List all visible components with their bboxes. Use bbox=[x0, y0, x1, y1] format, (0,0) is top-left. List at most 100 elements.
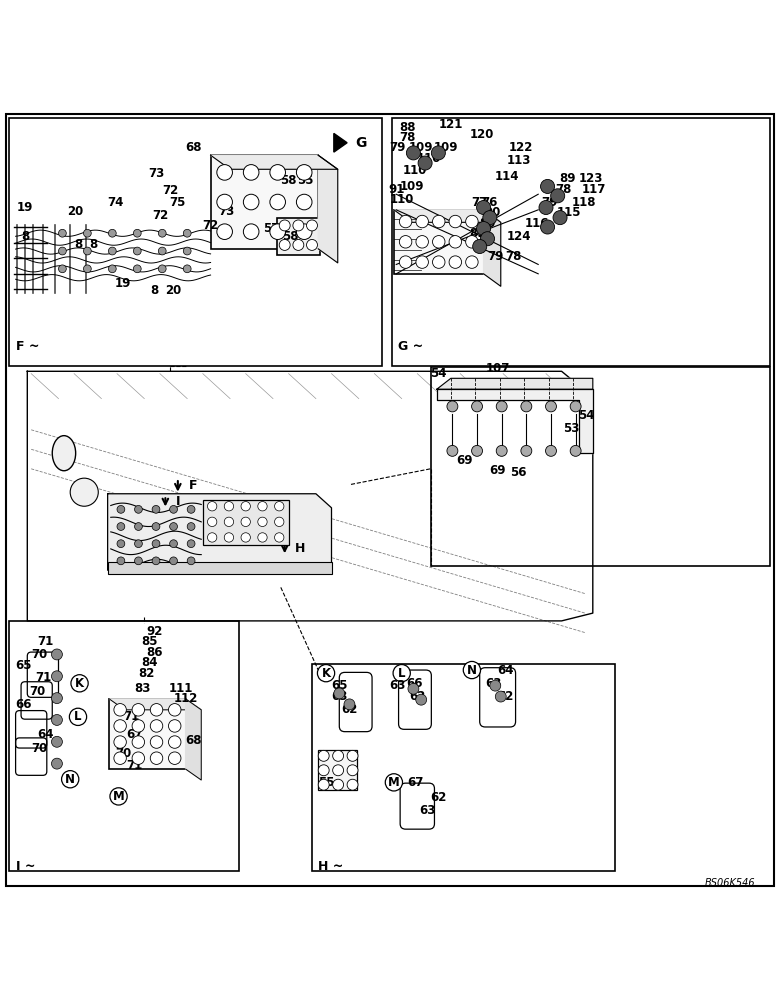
Text: 74: 74 bbox=[108, 196, 123, 209]
Circle shape bbox=[541, 220, 555, 234]
Circle shape bbox=[541, 179, 555, 193]
Polygon shape bbox=[334, 133, 347, 152]
Circle shape bbox=[466, 236, 478, 248]
Circle shape bbox=[521, 445, 532, 456]
Text: 73: 73 bbox=[148, 167, 164, 180]
Circle shape bbox=[551, 189, 565, 203]
Circle shape bbox=[117, 557, 125, 565]
Circle shape bbox=[108, 265, 116, 273]
Circle shape bbox=[51, 693, 62, 704]
Text: 111: 111 bbox=[168, 682, 193, 695]
Circle shape bbox=[114, 736, 126, 748]
Circle shape bbox=[496, 445, 507, 456]
Circle shape bbox=[207, 502, 217, 511]
Circle shape bbox=[134, 505, 142, 513]
Bar bbox=[394, 210, 484, 274]
Text: 71: 71 bbox=[35, 671, 51, 684]
Circle shape bbox=[51, 649, 62, 660]
Text: 110: 110 bbox=[402, 164, 427, 177]
Text: 118: 118 bbox=[571, 196, 596, 209]
Text: 63: 63 bbox=[485, 677, 501, 690]
Circle shape bbox=[472, 401, 483, 412]
Circle shape bbox=[275, 533, 284, 542]
Circle shape bbox=[570, 445, 581, 456]
Circle shape bbox=[496, 401, 507, 412]
Circle shape bbox=[241, 533, 250, 542]
Circle shape bbox=[169, 505, 178, 513]
Text: 66: 66 bbox=[15, 698, 32, 711]
Text: 62: 62 bbox=[410, 690, 425, 703]
Text: 75: 75 bbox=[170, 196, 186, 209]
Bar bbox=[318, 750, 357, 790]
Text: 57: 57 bbox=[264, 222, 279, 235]
Circle shape bbox=[241, 502, 250, 511]
Bar bbox=[431, 367, 770, 566]
Circle shape bbox=[477, 200, 491, 215]
Text: 76: 76 bbox=[482, 196, 498, 209]
Circle shape bbox=[334, 688, 345, 699]
Circle shape bbox=[83, 229, 91, 237]
Circle shape bbox=[158, 229, 166, 237]
Circle shape bbox=[207, 517, 217, 527]
Text: 117: 117 bbox=[582, 183, 607, 196]
Circle shape bbox=[477, 222, 491, 236]
Text: 114: 114 bbox=[495, 170, 519, 183]
Text: 110: 110 bbox=[389, 193, 414, 206]
Text: 64: 64 bbox=[497, 664, 514, 677]
Ellipse shape bbox=[52, 436, 76, 471]
Text: 62: 62 bbox=[431, 791, 446, 804]
Circle shape bbox=[495, 691, 506, 702]
Circle shape bbox=[169, 523, 178, 530]
Text: 88: 88 bbox=[399, 121, 416, 134]
Text: 56: 56 bbox=[510, 466, 527, 479]
Circle shape bbox=[257, 517, 267, 527]
Circle shape bbox=[293, 220, 303, 231]
Circle shape bbox=[183, 229, 191, 237]
Text: N: N bbox=[467, 664, 477, 677]
Text: L: L bbox=[74, 710, 82, 723]
Text: 58: 58 bbox=[282, 230, 299, 243]
Circle shape bbox=[347, 750, 358, 761]
Polygon shape bbox=[108, 494, 332, 570]
Text: 78: 78 bbox=[399, 131, 415, 144]
Text: 83: 83 bbox=[134, 682, 150, 695]
Circle shape bbox=[108, 229, 116, 237]
Text: 70: 70 bbox=[115, 747, 131, 760]
Text: 109: 109 bbox=[399, 180, 424, 193]
Circle shape bbox=[158, 247, 166, 255]
Circle shape bbox=[399, 215, 412, 228]
Circle shape bbox=[243, 194, 259, 210]
Text: 81: 81 bbox=[470, 227, 485, 240]
Circle shape bbox=[472, 445, 483, 456]
Text: 58: 58 bbox=[280, 174, 297, 187]
Text: BS06K546: BS06K546 bbox=[704, 878, 755, 888]
Text: 89: 89 bbox=[559, 172, 576, 185]
Text: 113: 113 bbox=[506, 154, 531, 167]
Circle shape bbox=[293, 239, 303, 250]
Text: 8: 8 bbox=[90, 238, 98, 251]
Text: 77: 77 bbox=[472, 196, 488, 209]
Text: 19: 19 bbox=[115, 277, 131, 290]
Text: F: F bbox=[189, 479, 197, 492]
Circle shape bbox=[521, 401, 532, 412]
Circle shape bbox=[270, 194, 285, 210]
Circle shape bbox=[134, 523, 142, 530]
Text: 66: 66 bbox=[406, 677, 424, 690]
Circle shape bbox=[307, 220, 317, 231]
Circle shape bbox=[133, 247, 141, 255]
Text: 82: 82 bbox=[139, 667, 154, 680]
Circle shape bbox=[151, 720, 163, 732]
Circle shape bbox=[333, 750, 343, 761]
Circle shape bbox=[225, 502, 234, 511]
Text: 8: 8 bbox=[151, 284, 158, 297]
Circle shape bbox=[545, 401, 556, 412]
Bar bbox=[312, 664, 615, 870]
Circle shape bbox=[217, 194, 232, 210]
Circle shape bbox=[183, 247, 191, 255]
Circle shape bbox=[418, 156, 432, 170]
Circle shape bbox=[431, 146, 445, 160]
Circle shape bbox=[416, 215, 428, 228]
Text: H ~: H ~ bbox=[318, 860, 344, 873]
Circle shape bbox=[480, 232, 495, 246]
Text: 122: 122 bbox=[509, 141, 534, 154]
